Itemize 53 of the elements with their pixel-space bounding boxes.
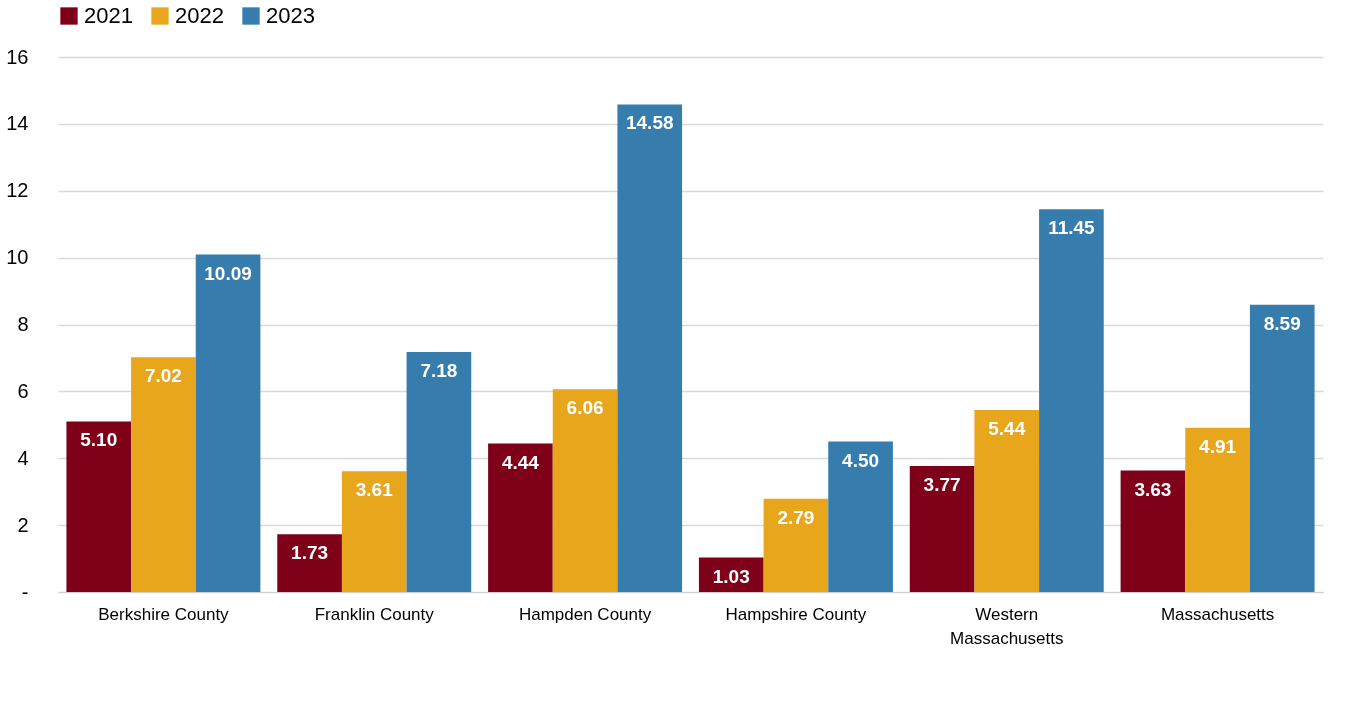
bar <box>1039 209 1104 592</box>
bar <box>909 465 975 592</box>
y-tick-label: 14 <box>6 112 29 135</box>
data-label: 10.09 <box>204 262 252 284</box>
bar <box>974 410 1040 592</box>
data-label: 8.59 <box>1263 312 1301 334</box>
y-tick-label: 12 <box>6 179 29 202</box>
y-tick-label: 16 <box>6 45 29 68</box>
data-label: 7.02 <box>144 365 182 387</box>
bar <box>277 534 342 592</box>
y-tick-label: 8 <box>17 313 29 335</box>
x-tick-label: Hampden County <box>518 604 652 624</box>
x-tick-label: Hampshire County <box>725 604 867 624</box>
data-label: 2.79 <box>777 506 815 528</box>
legend-label: 2023 <box>266 3 315 28</box>
bar <box>552 389 618 592</box>
bar <box>617 104 683 592</box>
legend-label: 2022 <box>175 3 224 28</box>
data-label: 4.91 <box>1199 435 1237 457</box>
data-label: 3.63 <box>1134 478 1172 500</box>
data-label: 1.03 <box>712 565 750 587</box>
bar <box>488 443 553 592</box>
bar <box>1185 427 1250 592</box>
y-tick-label: - <box>21 580 29 603</box>
bar <box>341 471 407 592</box>
data-label: 5.44 <box>988 418 1026 440</box>
y-tick-label: 6 <box>17 379 29 402</box>
bar <box>1120 470 1186 592</box>
data-label: 7.18 <box>420 359 458 381</box>
data-label: 3.61 <box>355 479 394 501</box>
legend-label: 2021 <box>84 3 133 28</box>
data-label: 11.45 <box>1048 217 1096 239</box>
data-label: 4.50 <box>842 449 880 471</box>
data-label: 3.77 <box>923 473 961 495</box>
x-tick-label: Berkshire County <box>98 604 230 624</box>
data-label: 14.58 <box>625 112 674 134</box>
y-tick-label: 2 <box>17 513 29 536</box>
data-label: 6.06 <box>566 397 604 419</box>
bar <box>66 421 132 592</box>
bar <box>406 351 472 592</box>
bar <box>195 254 261 592</box>
bar <box>763 498 829 592</box>
bar <box>131 357 196 592</box>
bar <box>1249 304 1315 592</box>
x-tick-label: Massachusetts <box>1160 604 1275 624</box>
data-label: 5.10 <box>80 429 118 451</box>
y-tick-label: 10 <box>6 246 29 269</box>
x-tick-label: Franklin County <box>314 604 435 624</box>
y-tick-label: 4 <box>17 446 29 469</box>
data-label: 1.73 <box>291 542 329 564</box>
data-label: 4.44 <box>501 451 540 473</box>
x-tick-label: Western Massachusetts <box>950 604 1064 648</box>
bar <box>828 441 893 592</box>
